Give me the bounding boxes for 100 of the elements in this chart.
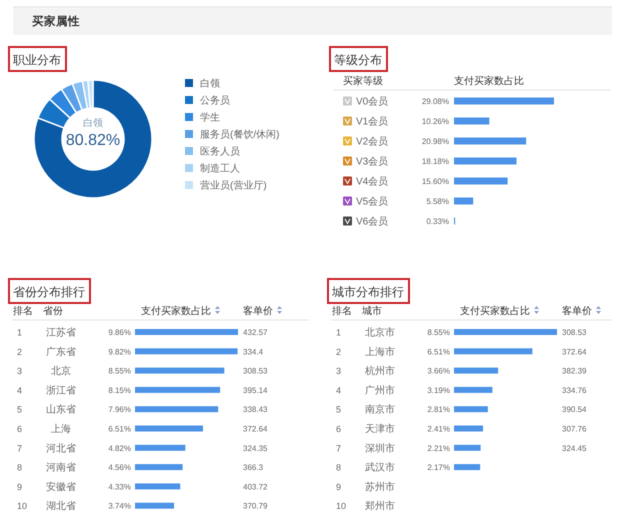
y2-tick-label: 2 — [17, 346, 22, 357]
donut-slice — [33, 79, 153, 199]
data-label: 6.51% — [108, 424, 131, 434]
text: 324.45 — [562, 444, 588, 453]
y-tick-label: V1会员 — [356, 116, 388, 128]
text: 客单价 — [562, 305, 592, 317]
y2-tick-label: 5 — [17, 404, 22, 415]
data-label: 9.86% — [108, 328, 131, 337]
y-tick-label: 北京市 — [365, 326, 395, 338]
y-tick-label: 浙江省 — [46, 384, 76, 396]
y-tick-label: V2会员 — [356, 136, 388, 148]
y-tick-label: 广州市 — [365, 384, 395, 396]
legend-item: 服务员(餐饮/休闲) — [185, 130, 280, 140]
bar — [454, 426, 484, 432]
bar — [454, 464, 480, 470]
legend-item: 学生 — [185, 112, 220, 124]
bar — [135, 444, 186, 451]
y-axis-title: 省份 — [43, 305, 63, 317]
text: 403.72 — [243, 482, 268, 492]
bar — [135, 368, 224, 374]
bar — [135, 502, 174, 509]
text: 372.64 — [562, 347, 588, 356]
data-label: 2.17% — [427, 463, 450, 472]
data-label: 4.82% — [108, 444, 131, 453]
data-label: 7.96% — [108, 405, 131, 414]
data-label: 18.18% — [422, 157, 449, 166]
bar — [454, 178, 508, 184]
bar — [454, 138, 526, 144]
legend-item: 医务人员 — [185, 146, 240, 158]
y2-tick-label: 3 — [17, 366, 22, 376]
legend-label: 医务人员 — [200, 146, 240, 158]
y2-tick-label: 2 — [336, 346, 342, 357]
series-label: 支付买家数占比 — [454, 75, 524, 87]
data-label: 8.55% — [427, 328, 450, 337]
text: 338.43 — [243, 405, 268, 414]
data-label: 10.26% — [422, 117, 449, 126]
data-label: 2.81% — [427, 405, 450, 414]
y-tick-label: 苏州市 — [365, 480, 395, 493]
data-label: 15.60% — [422, 177, 449, 186]
data-label: 20.98% — [422, 137, 449, 146]
y-axis-title: 城市 — [361, 305, 382, 317]
y-tick-label: V3会员 — [356, 156, 388, 168]
bar — [135, 483, 180, 490]
y-tick-label: V0会员 — [356, 96, 388, 108]
y2-tick-label: 1 — [17, 328, 22, 338]
data-label: 80.82% — [66, 132, 120, 149]
data-label: 9.82% — [108, 347, 131, 356]
text: 334.4 — [243, 347, 264, 356]
text: 334.76 — [562, 386, 588, 395]
slice-label: 白领 — [83, 117, 103, 129]
legend-label: 学生 — [200, 112, 220, 124]
text: 买家属性 — [32, 14, 80, 28]
chart-title: 省份分布排行 — [13, 285, 85, 299]
y-tick-label: 武汉市 — [365, 462, 395, 474]
bar — [454, 368, 498, 374]
bar — [454, 386, 492, 393]
y2-axis-title: 排名 — [332, 305, 352, 317]
text: 390.54 — [562, 405, 588, 414]
y2-tick-label: 5 — [336, 404, 342, 415]
y-tick-label: V4会员 — [356, 176, 388, 188]
text: 308.53 — [562, 328, 588, 337]
legend-item: 营业员(营业厅) — [185, 180, 267, 192]
y2-tick-label: 10 — [17, 501, 28, 512]
text: 382.39 — [562, 366, 588, 376]
data-label: 2.21% — [427, 444, 450, 453]
bar — [454, 98, 554, 104]
y2-tick-label: 6 — [336, 424, 342, 434]
bar — [454, 118, 490, 124]
legend-label: 公务员 — [200, 94, 230, 106]
y-tick-label: 南京市 — [365, 404, 395, 416]
y2-axis-title: 排名 — [13, 305, 33, 317]
text: 432.57 — [243, 328, 268, 337]
legend-label: 制造工人 — [200, 162, 240, 174]
legend-item: 白领 — [185, 78, 220, 90]
y-tick-label: 山东省 — [46, 404, 76, 416]
bar — [135, 426, 204, 432]
legend-label: 服务员(餐饮/休闲) — [200, 128, 280, 140]
legend-label: 白领 — [200, 78, 220, 90]
y-tick-label: 江苏省 — [46, 326, 76, 338]
data-label: 5.58% — [426, 197, 449, 206]
y2-tick-label: 9 — [17, 482, 22, 492]
y-tick-label: 天津市 — [365, 423, 395, 435]
data-label: 8.15% — [108, 386, 131, 395]
y-tick-label: 上海市 — [365, 346, 395, 358]
bar — [454, 158, 517, 164]
data-label: 0.33% — [426, 217, 449, 226]
y-tick-label: V5会员 — [356, 196, 388, 208]
data-label: 8.55% — [108, 366, 131, 376]
data-label: 3.66% — [427, 366, 450, 376]
text: 308.53 — [243, 366, 268, 376]
chart-title: 城市分布排行 — [331, 285, 404, 299]
y-tick-label: 北京 — [51, 365, 71, 378]
series-label: 支付买家数占比 — [460, 305, 530, 317]
bar — [135, 329, 238, 335]
y2-tick-label: 4 — [17, 385, 22, 396]
series-label: 支付买家数占比 — [141, 305, 211, 317]
y2-tick-label: 10 — [336, 501, 346, 512]
y2-tick-label: 9 — [336, 482, 342, 492]
bar — [135, 348, 238, 354]
y-tick-label: 杭州市 — [364, 365, 395, 378]
